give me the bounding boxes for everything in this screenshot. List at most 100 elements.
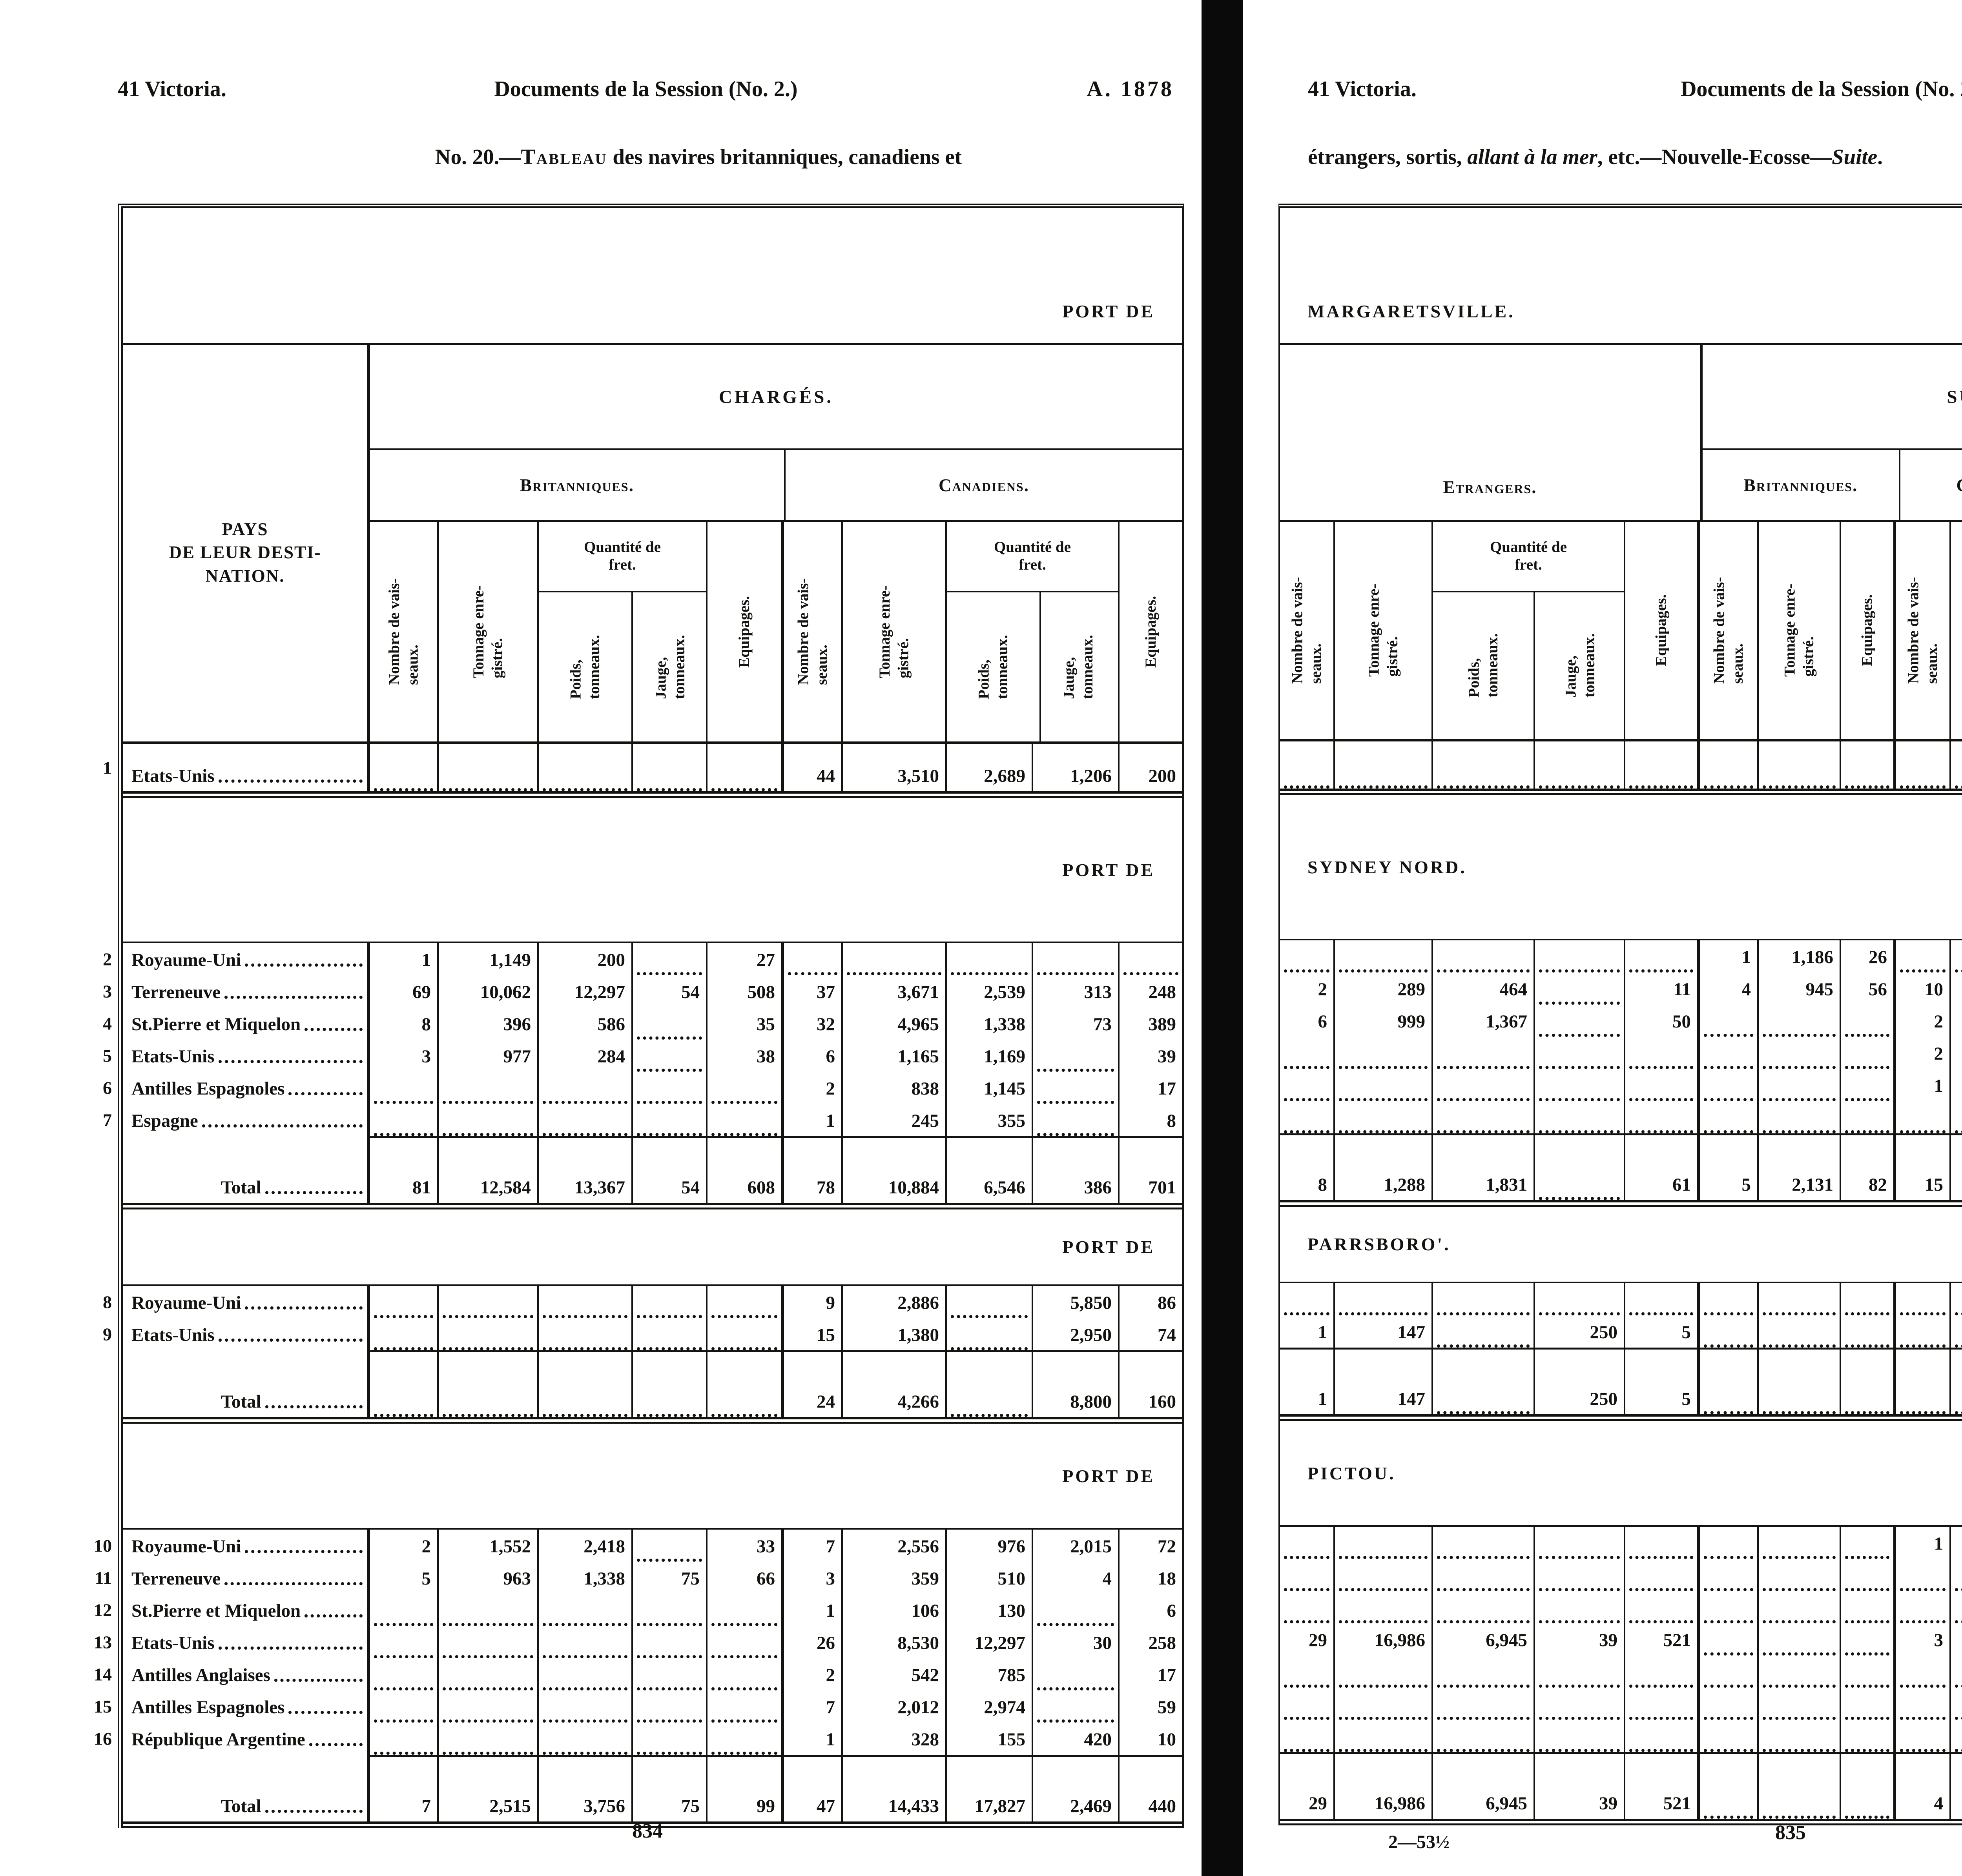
col-equipages: Equipages.: [707, 522, 784, 741]
empty-cell: [1896, 741, 1951, 789]
subtitle-tableau: Tableau: [521, 145, 607, 169]
dotted-leader: [1437, 1582, 1530, 1591]
empty-cell: [1759, 1559, 1841, 1591]
country-label: Etats-Unis: [131, 766, 215, 786]
dotted-leader: [1845, 1306, 1889, 1315]
dotted-leader: [637, 1127, 702, 1136]
dotted-leader: [1539, 1027, 1620, 1037]
value-cell: 1,165: [843, 1040, 947, 1072]
empty-cell: [1033, 943, 1120, 975]
country-label: Etats-Unis: [131, 1633, 215, 1653]
rotated-label: Nombre de vais- seaux.: [1905, 577, 1940, 684]
dotted-leader: [1629, 1678, 1693, 1688]
section-divider: [1280, 789, 1962, 795]
value-cell: 1,288: [1335, 1133, 1433, 1200]
dotted-leader: [1339, 1124, 1428, 1133]
value-cell: 6: [1167, 1601, 1176, 1621]
dotted-leader: [374, 1127, 433, 1136]
dotted-leader: [1955, 1306, 1962, 1315]
country-label: St.Pierre et Miquelon: [131, 1014, 301, 1035]
dotted-leader: [1437, 1405, 1530, 1414]
row-number: 11: [95, 1568, 112, 1588]
left-folio: 834: [632, 1820, 663, 1842]
table-row: 15: [1280, 1688, 1962, 1720]
value-cell: 250: [1535, 1348, 1625, 1414]
dotted-leader: [443, 1341, 533, 1350]
dotted-leader: [1955, 963, 1962, 973]
value-cell: 999: [1335, 1005, 1433, 1037]
col-fret-group: Quantité de fret. Poids, tonneaux. Jauge…: [539, 522, 707, 741]
empty-cell: [1700, 1005, 1759, 1037]
dotted-leader: [1900, 779, 1946, 789]
dotted-leader: [1629, 1092, 1693, 1101]
empty-cell: [1535, 741, 1625, 789]
empty-cell: [1433, 1720, 1535, 1752]
value-cell: 59: [1158, 1697, 1176, 1718]
rotated-label: Nombre de vais- seaux.: [385, 578, 421, 685]
dotted-leader: [1845, 1646, 1889, 1656]
empty-cell: [539, 1286, 633, 1318]
empty-cell: [1841, 1315, 1896, 1348]
value-cell: 542: [843, 1658, 947, 1690]
value-cell: 26: [784, 1626, 843, 1658]
empty-cell: [370, 1690, 439, 1723]
section-port-band: PORT DE: [123, 1209, 1182, 1286]
section-port-band: PICTOU.: [1280, 1421, 1962, 1527]
dotted-leader: [374, 1745, 433, 1755]
value-cell: 9: [784, 1286, 843, 1318]
subtitle-suite: Suite: [1832, 145, 1878, 169]
left-running-head: 41 Victoria. Documents de la Session (No…: [118, 76, 1174, 108]
country-cell: Etats-Unis: [123, 1040, 370, 1072]
dotted-leader: [1845, 779, 1889, 789]
pays-column-header: PAYS DE LEUR DESTI- NATION.: [123, 345, 370, 741]
dotted-leader: [1704, 1582, 1753, 1591]
empty-cell: [439, 1594, 539, 1626]
dotted-leader: [305, 1614, 363, 1617]
table-row: Antilles Anglaises 2 542 785 17 14: [94, 1658, 1182, 1690]
empty-cell: [539, 1350, 633, 1417]
empty-cell: [1535, 1559, 1625, 1591]
empty-cell: [707, 1350, 784, 1417]
value-cell: 508: [707, 975, 784, 1007]
port-name-label: SYDNEY NORD.: [1307, 857, 1467, 877]
empty-cell: [1625, 1037, 1700, 1069]
country-label: Total: [221, 1392, 261, 1412]
value-cell: 1,206: [1033, 744, 1120, 791]
empty-cell: [1951, 1348, 1962, 1414]
port-de-label: PORT DE: [1062, 1237, 1155, 1257]
empty-cell: [1700, 1283, 1759, 1315]
value-cell: 464: [1433, 973, 1535, 1005]
empty-cell: [370, 1318, 439, 1350]
empty-cell: [1625, 1527, 1700, 1559]
empty-cell: [539, 1072, 633, 1104]
table-row: Espagne 1 245 355 8 7: [103, 1104, 1182, 1136]
empty-cell: [633, 1318, 707, 1350]
dotted-leader: [443, 1649, 533, 1658]
value-cell: 440: [1120, 1755, 1182, 1821]
col-tonnage: Tonnage enre- gistré.: [843, 522, 947, 741]
dotted-leader: [1437, 1550, 1530, 1559]
dotted-leader: [1955, 1743, 1962, 1752]
empty-cell: [1335, 1527, 1433, 1559]
subtitle-end: .: [1877, 145, 1883, 169]
right-folio: 835: [1775, 1821, 1806, 1844]
dotted-leader: [1763, 1338, 1836, 1348]
empty-cell: [1535, 1656, 1625, 1688]
empty-cell: [1700, 1623, 1759, 1656]
country-label: St.Pierre et Miquelon: [131, 1601, 301, 1621]
column-headers: Nombre de vais- seaux. Tonnage enre- gis…: [1280, 522, 1962, 741]
table-row: 12: [1280, 1591, 1962, 1623]
value-cell: 44: [784, 744, 843, 791]
port-de-label: PORT DE: [1062, 1466, 1155, 1486]
dotted-leader: [1763, 1678, 1836, 1688]
dotted-leader: [1437, 1338, 1530, 1348]
empty-cell: [1625, 1559, 1700, 1591]
dotted-leader: [711, 1681, 777, 1690]
empty-cell: [1841, 1688, 1896, 1720]
empty-cell: [1535, 1283, 1625, 1315]
empty-cell: [1759, 1315, 1841, 1348]
table-row: Terreneuve 5 963 1,338 75 66 3 359 510 4 18 11: [95, 1562, 1182, 1594]
value-cell: 3,759: [1951, 1133, 1962, 1200]
col-poids: Poids, tonneaux.: [539, 592, 633, 741]
